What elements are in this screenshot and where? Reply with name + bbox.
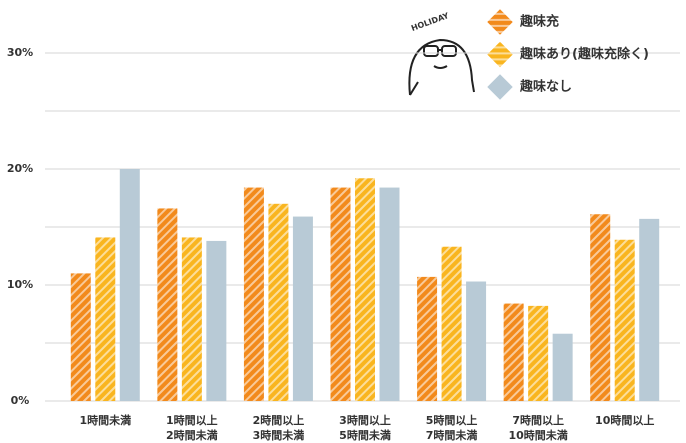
bar xyxy=(181,237,202,401)
illustration-text: HOLIDAY xyxy=(410,11,450,33)
x-tick-label: 10時間未満 xyxy=(508,428,567,442)
bar xyxy=(330,187,351,401)
y-tick-label: 10% xyxy=(7,278,33,291)
legend-marker xyxy=(487,9,513,35)
x-tick-label: 10時間以上 xyxy=(595,413,654,427)
bar xyxy=(528,305,549,401)
legend-marker xyxy=(487,41,513,68)
legend-label: 趣味なし xyxy=(519,79,572,95)
bar xyxy=(292,216,313,401)
bar xyxy=(355,178,375,401)
y-tick-label: 0% xyxy=(11,394,30,407)
bar xyxy=(243,187,264,401)
x-tick-label: 2時間以上 xyxy=(253,413,305,427)
y-tick-label: 20% xyxy=(7,162,33,175)
bar xyxy=(95,237,116,401)
bar xyxy=(119,169,140,401)
bar xyxy=(503,303,524,401)
bar xyxy=(590,214,611,401)
bar xyxy=(417,276,438,401)
x-tick-label: 7時間以上 xyxy=(512,413,564,427)
bar xyxy=(552,333,573,401)
x-tick-label: 3時間以上 xyxy=(339,413,391,427)
bar xyxy=(639,218,660,401)
bar xyxy=(614,239,635,401)
x-tick-label: 5時間未満 xyxy=(339,428,391,442)
legend-marker xyxy=(487,74,513,100)
x-tick-label: 1時間以上 xyxy=(166,413,218,427)
y-tick-label: 30% xyxy=(7,46,33,59)
x-tick-label: 3時間未満 xyxy=(253,428,305,442)
bar xyxy=(379,187,400,401)
x-tick-label: 7時間未満 xyxy=(426,428,478,442)
bar xyxy=(466,281,487,401)
x-tick-label: 5時間以上 xyxy=(426,413,478,427)
bar xyxy=(157,208,178,401)
bar xyxy=(70,273,91,401)
x-tick-label: 2時間未満 xyxy=(166,428,218,442)
legend-label: 趣味あり(趣味充除く) xyxy=(519,46,649,62)
bar xyxy=(206,240,227,401)
holiday-illustration xyxy=(408,38,475,96)
bar xyxy=(441,246,462,401)
bar xyxy=(268,203,289,401)
legend-label: 趣味充 xyxy=(519,14,559,30)
x-tick-label: 1時間未満 xyxy=(79,413,131,427)
